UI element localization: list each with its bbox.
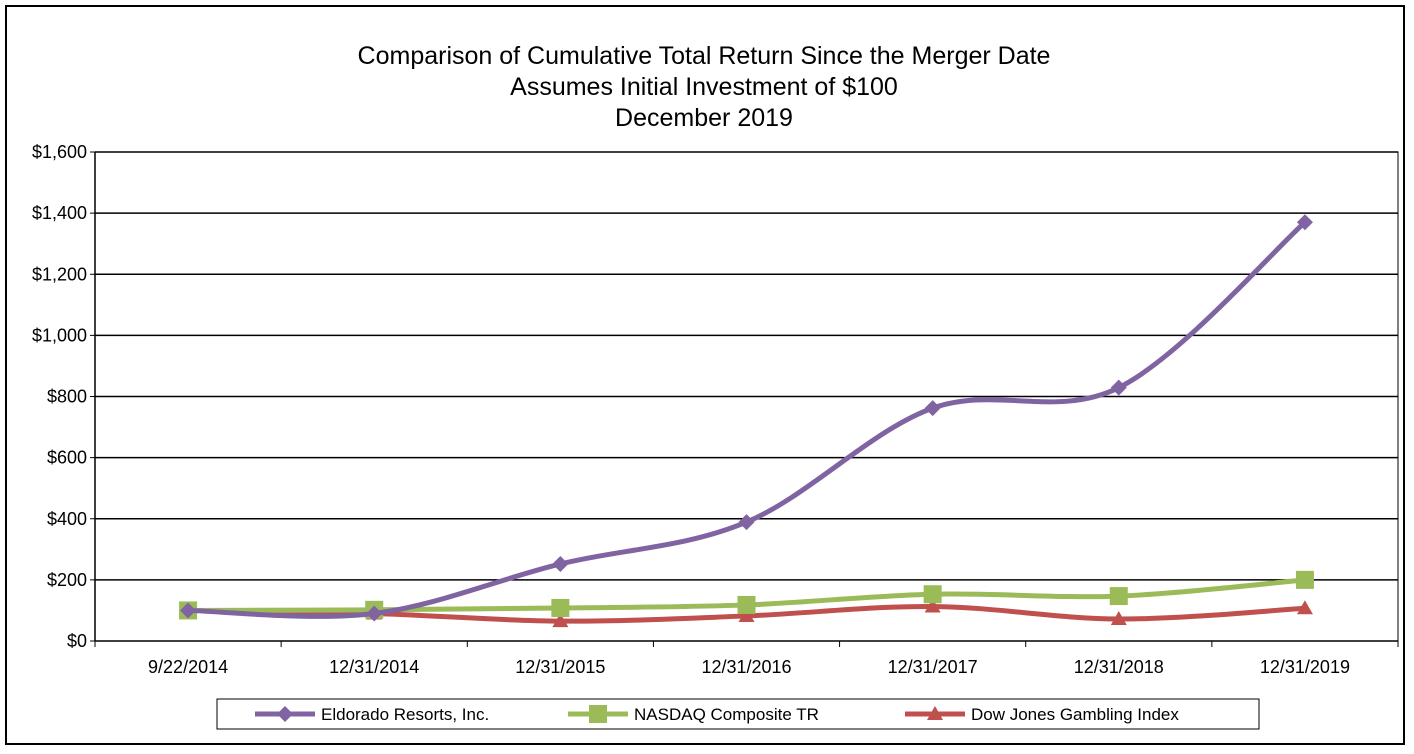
- y-tick-label: $200: [47, 570, 87, 590]
- data-point: [738, 607, 755, 622]
- data-point: [1110, 610, 1127, 625]
- data-point: [737, 595, 756, 614]
- data-point: [551, 598, 570, 617]
- data-point: [180, 602, 197, 619]
- legend-label: Eldorado Resorts, Inc.: [321, 705, 489, 724]
- y-tick-label: $0: [67, 631, 87, 651]
- chart-title: Comparison of Cumulative Total Return Si…: [357, 42, 1051, 70]
- data-point: [924, 598, 941, 613]
- legend-label: NASDAQ Composite TR: [634, 705, 819, 724]
- data-point: [1109, 587, 1128, 606]
- x-tick-label: 12/31/2017: [888, 657, 978, 677]
- legend-label: Dow Jones Gambling Index: [971, 705, 1179, 724]
- data-point: [1295, 570, 1314, 589]
- x-tick-label: 12/31/2015: [515, 657, 605, 677]
- y-tick-label: $400: [47, 509, 87, 529]
- data-point: [1296, 600, 1313, 615]
- x-tick-label: 12/31/2018: [1074, 657, 1164, 677]
- legend-swatch-marker: [927, 706, 943, 720]
- y-tick-label: $600: [47, 448, 87, 468]
- y-tick-label: $1,400: [32, 203, 87, 223]
- data-point: [1296, 214, 1313, 231]
- data-point: [552, 613, 569, 628]
- x-tick-label: 12/31/2019: [1260, 657, 1350, 677]
- series-eldorado-resorts-inc: [180, 214, 1313, 622]
- y-tick-label: $800: [47, 387, 87, 407]
- y-tick-label: $1,200: [32, 264, 87, 284]
- data-point: [738, 514, 755, 531]
- data-point: [924, 400, 941, 417]
- y-tick-label: $1,000: [32, 325, 87, 345]
- y-tick-label: $1,600: [32, 142, 87, 162]
- chart-subtitle-2: December 2019: [615, 104, 793, 132]
- data-point: [552, 555, 569, 572]
- data-point: [1110, 379, 1127, 396]
- chart-title-block: Comparison of Cumulative Total Return Si…: [7, 41, 1401, 134]
- data-point: [366, 605, 383, 622]
- chart-subtitle-1: Assumes Initial Investment of $100: [510, 73, 898, 101]
- legend: [216, 698, 1260, 730]
- x-tick-label: 9/22/2014: [148, 657, 228, 677]
- data-point: [923, 585, 942, 604]
- legend-swatch-marker: [589, 705, 607, 723]
- legend-swatch-marker: [277, 706, 293, 722]
- x-tick-label: 12/31/2014: [329, 657, 419, 677]
- x-tick-label: 12/31/2016: [701, 657, 791, 677]
